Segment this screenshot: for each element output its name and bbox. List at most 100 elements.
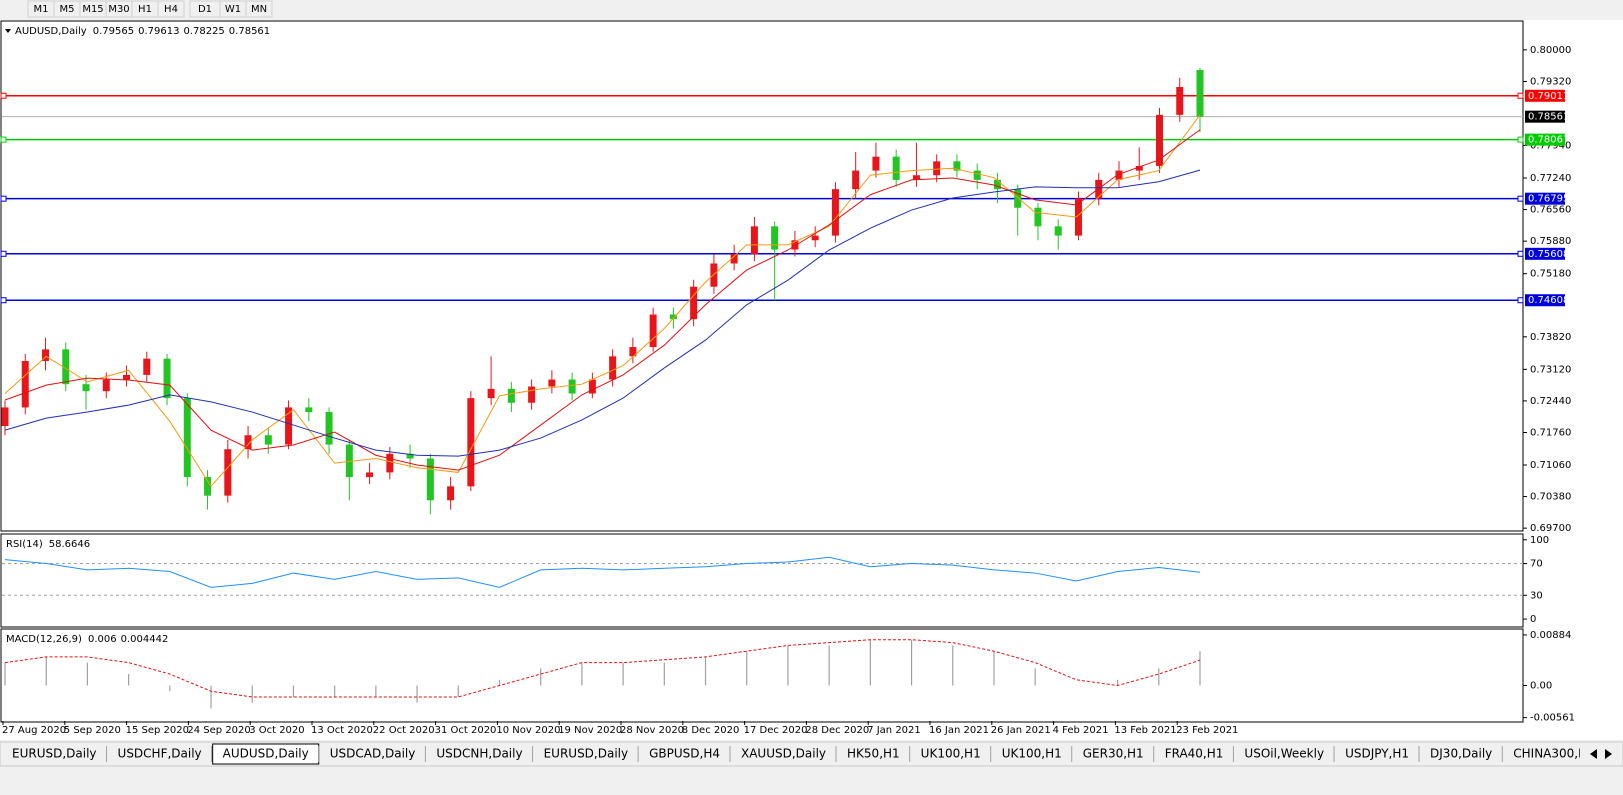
tab[interactable]: USDCNH,Daily xyxy=(426,744,534,764)
y-tick-label: 0.69700 xyxy=(1530,523,1571,534)
timeframe-label[interactable]: M15 xyxy=(82,4,103,15)
tab-label[interactable]: USDJPY,H1 xyxy=(1345,747,1409,761)
candle-body xyxy=(366,472,374,478)
candle-body xyxy=(568,379,576,394)
tab[interactable]: DJ30,Daily xyxy=(1420,744,1503,764)
tab[interactable]: HK50,H1 xyxy=(837,744,911,764)
timeframe-label[interactable]: M5 xyxy=(60,4,75,15)
x-tick-label: 24 Sep 2020 xyxy=(187,725,250,736)
tab[interactable]: XAUUSD,Daily xyxy=(731,744,837,764)
y-tick-label: 100 xyxy=(1530,535,1549,546)
tab-bg[interactable] xyxy=(1234,744,1335,764)
x-tick-label: 4 Feb 2021 xyxy=(1053,725,1109,736)
tab[interactable]: USDCHF,Daily xyxy=(107,744,213,764)
candle-body xyxy=(1176,87,1184,115)
timeframe-button[interactable] xyxy=(245,0,273,18)
x-tick-label: 26 Jan 2021 xyxy=(991,725,1051,736)
candle-body xyxy=(426,458,434,501)
tab[interactable]: CHINA300,H1 xyxy=(1503,744,1606,764)
tab-bg[interactable] xyxy=(1154,744,1234,764)
tab-bg[interactable] xyxy=(107,744,212,764)
candle-body xyxy=(102,379,110,392)
tab[interactable]: USDCAD,Daily xyxy=(319,744,426,764)
tab-label[interactable]: XAUUSD,Daily xyxy=(741,747,826,761)
header-value: 0.004442 xyxy=(121,634,169,645)
candle-body xyxy=(1,407,9,426)
tab[interactable]: UK100,H1 xyxy=(991,744,1073,764)
y-tick-label: 0.71060 xyxy=(1530,460,1571,471)
y-tick-label: 0.71760 xyxy=(1530,427,1571,438)
tab-bg[interactable] xyxy=(1335,744,1420,764)
tab-label[interactable]: USDCNH,Daily xyxy=(436,747,522,761)
level-handle xyxy=(0,195,7,202)
tab-label[interactable]: CHINA300,H1 xyxy=(1513,747,1595,761)
tab[interactable]: USDJPY,H1 xyxy=(1335,744,1420,764)
tab-bg[interactable] xyxy=(319,744,426,764)
indicator-title: AUDUSD,Daily xyxy=(15,26,87,37)
menu-arrow xyxy=(5,29,11,33)
y-tick-label: 0.73820 xyxy=(1530,332,1571,343)
candle-body xyxy=(163,358,171,399)
tab[interactable]: FRA40,H1 xyxy=(1154,744,1234,764)
candle-body xyxy=(1115,170,1123,180)
scroll-left[interactable] xyxy=(1590,749,1597,759)
timeframe-label[interactable]: D1 xyxy=(198,4,212,15)
x-tick-label: 3 Oct 2020 xyxy=(249,725,304,736)
x-tick-label: 31 Oct 2020 xyxy=(435,725,497,736)
tab-label[interactable]: UK100,H1 xyxy=(921,747,981,761)
rsi-panel xyxy=(0,533,1524,628)
scroll-right[interactable] xyxy=(1605,749,1612,759)
tab-bg[interactable] xyxy=(639,744,730,764)
tab-label[interactable]: FRA40,H1 xyxy=(1165,747,1224,761)
tab-label[interactable]: USOil,Weekly xyxy=(1244,747,1324,761)
tab-label[interactable]: AUDUSD,Daily xyxy=(223,747,309,761)
timeframe-button[interactable] xyxy=(157,0,185,18)
level-handle xyxy=(1517,250,1524,257)
tab-label[interactable]: HK50,H1 xyxy=(847,747,900,761)
level-label: 0.74608 xyxy=(1528,295,1569,306)
tab-label[interactable]: USDCAD,Daily xyxy=(330,747,416,761)
tab-bg[interactable] xyxy=(1072,744,1154,764)
tab-bg[interactable] xyxy=(1420,744,1503,764)
tab-label[interactable]: EURUSD,Daily xyxy=(544,747,629,761)
candle-body xyxy=(1155,114,1163,166)
timeframe-label[interactable]: MN xyxy=(251,4,267,15)
candle-body xyxy=(872,156,880,171)
y-tick-label: 0.00 xyxy=(1530,681,1552,692)
tab[interactable]: GER30,H1 xyxy=(1072,744,1155,764)
tab-label[interactable]: USDCHF,Daily xyxy=(118,747,202,761)
tab-bg[interactable] xyxy=(2,744,107,764)
timeframe-label[interactable]: M1 xyxy=(34,4,49,15)
y-tick-label: 0.77940 xyxy=(1530,141,1571,152)
tab-label[interactable]: DJ30,Daily xyxy=(1430,747,1492,761)
timeframe-label[interactable]: W1 xyxy=(225,4,241,15)
tab-label[interactable]: GBPUSD,H4 xyxy=(649,747,720,761)
tab-bg[interactable] xyxy=(910,744,991,764)
tab-label[interactable]: UK100,H1 xyxy=(1002,747,1062,761)
tab[interactable]: UK100,H1 xyxy=(910,744,992,764)
tab-label[interactable]: EURUSD,Daily xyxy=(12,747,97,761)
tab[interactable]: AUDUSD,Daily xyxy=(212,743,320,765)
y-tick-label: 0.79320 xyxy=(1530,76,1571,87)
tab[interactable]: EURUSD,Daily xyxy=(533,744,639,764)
tab-bg[interactable] xyxy=(731,744,837,764)
tab-bg[interactable] xyxy=(426,744,533,764)
header-value: 0.78561 xyxy=(229,26,270,37)
tab-scroll[interactable] xyxy=(1580,744,1620,764)
candle-body xyxy=(1196,70,1204,117)
level-handle xyxy=(0,250,7,257)
tab[interactable]: USOil,Weekly xyxy=(1234,744,1335,764)
tab[interactable]: EURUSD,Daily xyxy=(2,744,108,764)
timeframe-label[interactable]: H4 xyxy=(164,4,178,15)
tab-label[interactable]: GER30,H1 xyxy=(1083,747,1144,761)
tab-bg[interactable] xyxy=(533,744,639,764)
tab[interactable]: GBPUSD,H4 xyxy=(639,744,731,764)
tab-bg[interactable] xyxy=(837,744,910,764)
tab-bg[interactable] xyxy=(991,744,1072,764)
level-label-bg xyxy=(1525,89,1565,102)
candle-body xyxy=(1014,189,1022,208)
timeframe-label[interactable]: M30 xyxy=(108,4,129,15)
tab-bg[interactable] xyxy=(1503,744,1605,764)
candle-body xyxy=(143,358,151,375)
timeframe-label[interactable]: H1 xyxy=(138,4,152,15)
